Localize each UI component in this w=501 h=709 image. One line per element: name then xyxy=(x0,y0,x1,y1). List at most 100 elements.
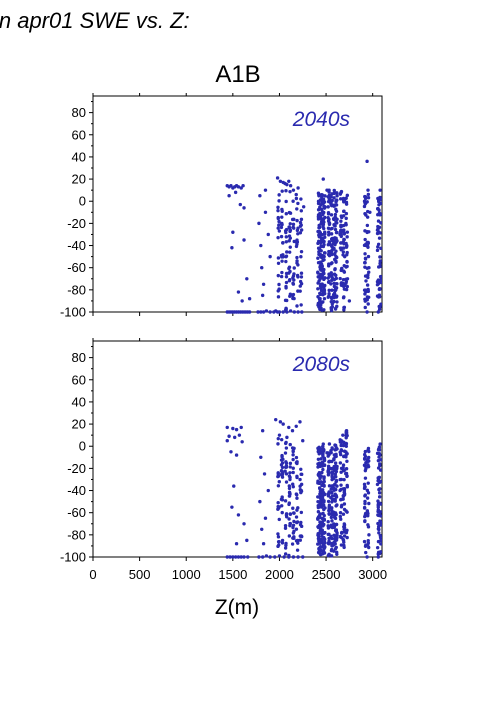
data-point xyxy=(226,426,229,429)
data-point xyxy=(295,261,298,264)
data-point xyxy=(289,309,292,312)
data-point xyxy=(277,484,280,487)
data-point xyxy=(289,222,292,225)
data-point xyxy=(367,230,370,233)
data-point xyxy=(288,250,291,253)
data-point xyxy=(378,236,381,239)
data-point xyxy=(366,283,369,286)
data-point xyxy=(378,502,381,505)
data-point xyxy=(363,500,366,503)
data-point xyxy=(291,276,294,279)
data-point xyxy=(339,461,342,464)
data-point xyxy=(364,257,367,260)
data-point xyxy=(295,521,298,524)
data-point xyxy=(342,463,345,466)
data-point xyxy=(277,193,280,196)
data-point xyxy=(320,497,323,500)
data-point xyxy=(334,307,337,310)
data-point xyxy=(291,507,294,510)
data-point xyxy=(344,450,347,453)
data-point xyxy=(322,500,325,503)
data-point xyxy=(322,202,325,205)
data-point xyxy=(280,226,283,229)
data-point xyxy=(323,236,326,239)
data-point xyxy=(323,518,326,521)
data-point xyxy=(291,429,294,432)
y-tick-label: 40 xyxy=(72,149,86,164)
data-point xyxy=(280,438,283,441)
data-point xyxy=(234,191,237,194)
y-tick-label: 80 xyxy=(72,350,86,365)
data-point xyxy=(365,160,368,163)
data-point xyxy=(323,289,326,292)
data-point xyxy=(365,200,368,203)
data-point xyxy=(284,200,287,203)
data-point xyxy=(278,229,281,232)
data-point xyxy=(327,533,330,536)
data-point xyxy=(281,539,284,542)
data-point xyxy=(296,541,299,544)
data-point xyxy=(323,194,326,197)
data-point xyxy=(320,208,323,211)
data-point xyxy=(322,308,325,311)
data-point xyxy=(299,521,302,524)
data-point xyxy=(363,212,366,215)
data-point xyxy=(318,248,321,251)
data-point xyxy=(295,460,298,463)
data-point xyxy=(334,547,337,550)
data-point xyxy=(316,287,319,290)
data-point xyxy=(365,555,368,558)
data-point xyxy=(332,300,335,303)
data-point xyxy=(288,501,291,504)
data-point xyxy=(367,541,370,544)
data-point xyxy=(363,540,366,543)
data-point xyxy=(328,503,331,506)
data-point xyxy=(322,255,325,258)
data-point xyxy=(292,188,295,191)
data-point xyxy=(363,515,366,518)
data-point xyxy=(292,467,295,470)
data-point xyxy=(284,286,287,289)
data-point xyxy=(334,529,337,532)
data-point xyxy=(291,471,294,474)
data-point xyxy=(344,455,347,458)
data-point xyxy=(345,202,348,205)
data-point xyxy=(345,529,348,532)
data-point xyxy=(334,467,337,470)
data-point xyxy=(284,451,287,454)
data-point xyxy=(298,478,301,481)
data-point xyxy=(379,202,382,205)
data-point xyxy=(378,226,381,229)
panel-2040s: 806040200-20-40-60-80-1002040s xyxy=(60,93,383,320)
data-point xyxy=(327,451,330,454)
panel-2080s: 806040200-20-40-60-80-1000 500 1000 1500 200… xyxy=(60,338,387,582)
data-point xyxy=(293,266,296,269)
data-point xyxy=(278,310,281,313)
data-point xyxy=(265,554,268,557)
data-point xyxy=(285,446,288,449)
data-point xyxy=(377,555,380,558)
data-point xyxy=(248,310,251,313)
data-point xyxy=(291,199,294,202)
data-point xyxy=(367,296,370,299)
data-point xyxy=(322,243,325,246)
data-point xyxy=(296,548,299,551)
data-point xyxy=(346,484,349,487)
data-point xyxy=(327,292,330,295)
data-point xyxy=(343,306,346,309)
scatter-points xyxy=(226,418,383,559)
data-point xyxy=(285,436,288,439)
data-point xyxy=(363,483,366,486)
data-point xyxy=(281,422,284,425)
data-point xyxy=(364,306,367,309)
data-point xyxy=(321,300,324,303)
data-point xyxy=(335,194,338,197)
data-point xyxy=(334,475,337,478)
data-point xyxy=(292,531,295,534)
data-point xyxy=(292,226,295,229)
data-point xyxy=(344,242,347,245)
data-point xyxy=(291,542,294,545)
data-point xyxy=(289,245,292,248)
data-point xyxy=(341,253,344,256)
data-point xyxy=(334,511,337,514)
